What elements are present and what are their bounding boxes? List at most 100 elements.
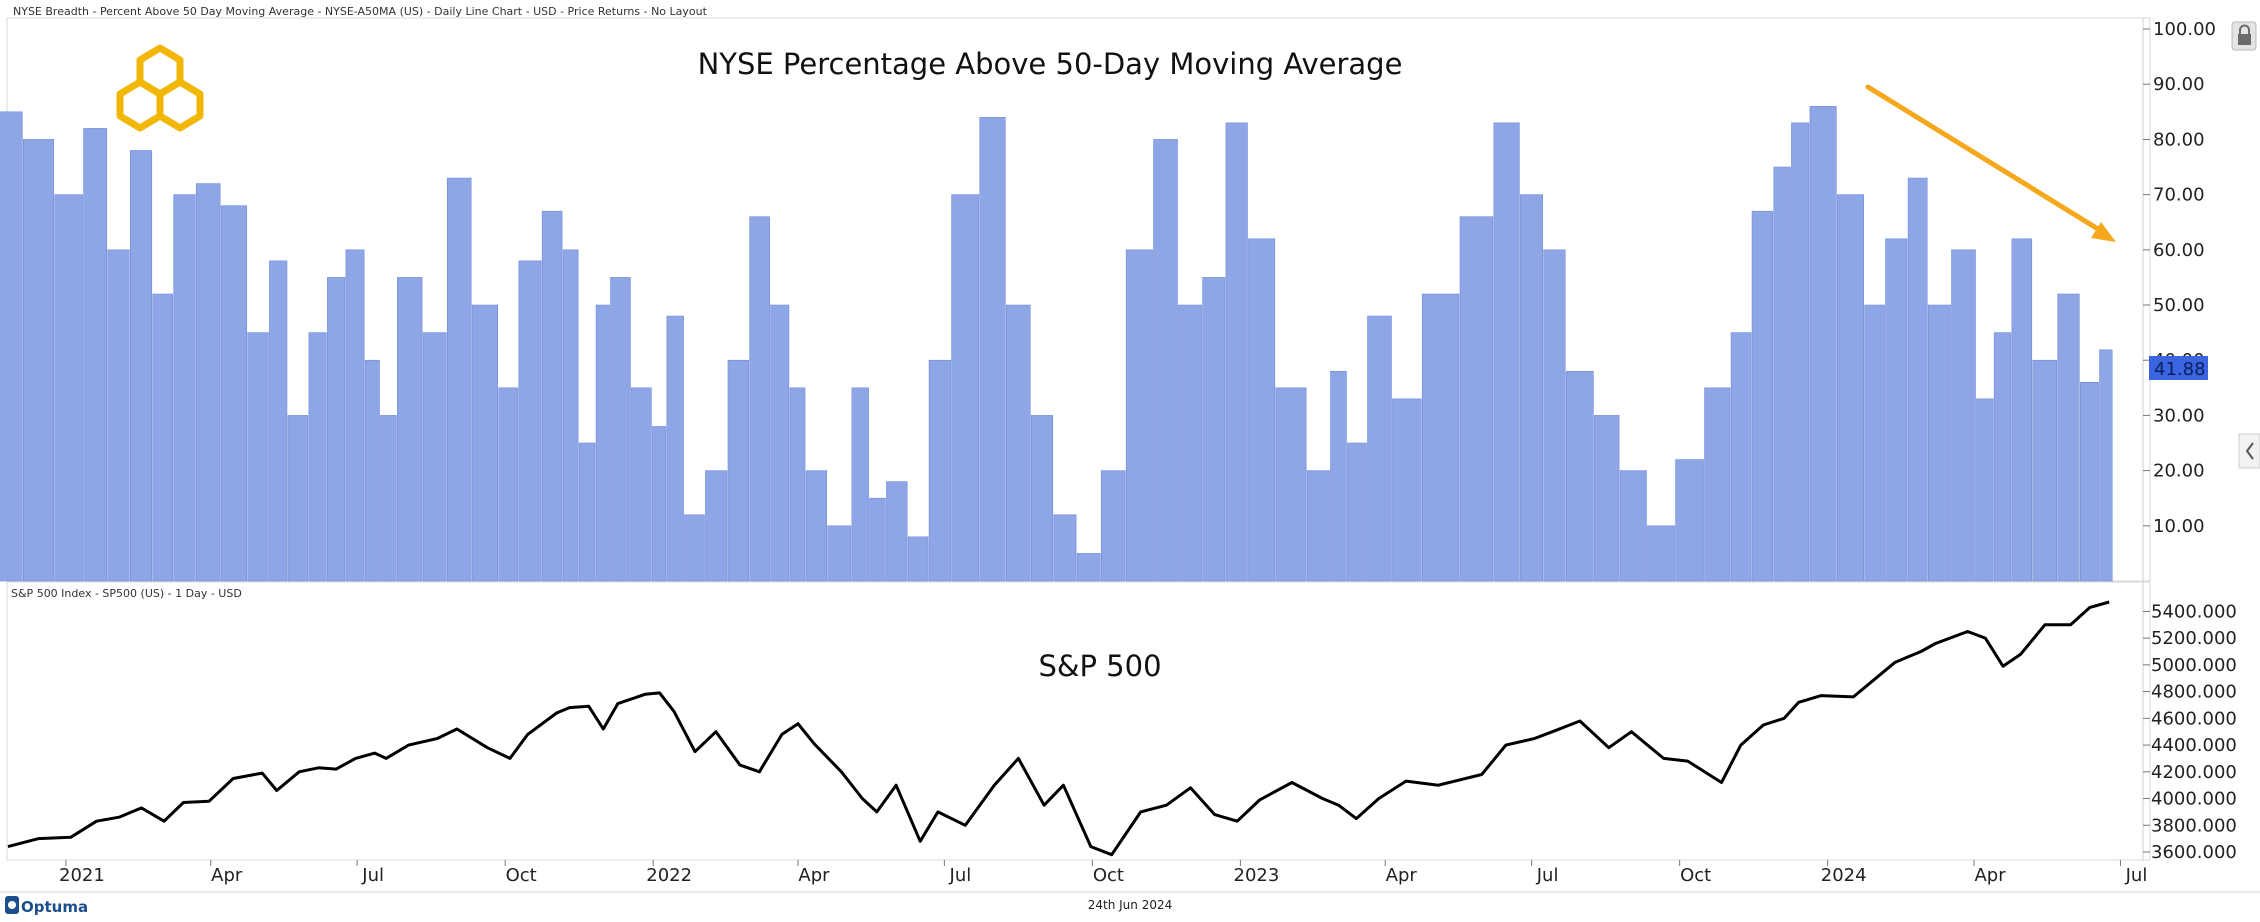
breadth-bar [1248, 238, 1276, 582]
x-tick-label: 2024 [1821, 865, 1867, 886]
x-tick-label: Apr [1386, 865, 1418, 886]
breadth-bar [1275, 387, 1307, 582]
breadth-bar [1125, 249, 1153, 582]
breadth-bar [2057, 293, 2080, 582]
breadth-bar [1885, 238, 1908, 582]
hexagon-rings-logo [116, 44, 204, 132]
top-y-tick-label: 70.00 [2153, 185, 2205, 206]
breadth-bar [1178, 304, 1202, 582]
breadth-bar [578, 442, 596, 582]
breadth-bar [928, 359, 951, 582]
breadth-bar [327, 277, 346, 582]
bottom-y-tick-label: 3800.000 [2151, 815, 2237, 836]
breadth-bar [610, 277, 631, 582]
breadth-bar [727, 359, 749, 582]
breadth-bar [1306, 470, 1330, 582]
bottom-y-tick-label: 3600.000 [2151, 842, 2237, 863]
breadth-bar [83, 128, 108, 582]
x-tick-label: Jul [2125, 865, 2148, 886]
bottom-y-tick-label: 4000.000 [2151, 789, 2237, 810]
bottom-panel-frame [6, 581, 2151, 861]
breadth-bar [195, 183, 221, 582]
breadth-bar [364, 359, 380, 582]
breadth-bar [805, 470, 828, 582]
breadth-bar [951, 194, 980, 582]
svg-text:41.88: 41.88 [2154, 359, 2206, 380]
breadth-bar [1809, 106, 1837, 582]
breadth-bar [1619, 470, 1647, 582]
breadth-bar [1976, 398, 1994, 582]
chevron-left-icon[interactable] [2238, 433, 2260, 469]
bottom-y-tick-label: 4400.000 [2151, 735, 2237, 756]
x-tick-label: Jul [1536, 865, 1559, 886]
bottom-chart-caption: S&P 500 Index - SP500 (US) - 1 Day - USD [11, 587, 242, 600]
breadth-bar [1675, 459, 1704, 582]
breadth-bar [541, 210, 563, 582]
breadth-bar [1053, 514, 1077, 582]
top-y-tick-label: 10.00 [2153, 516, 2205, 537]
breadth-bar [54, 194, 83, 582]
top-y-axis: 10.0020.0030.0040.0050.0060.0070.0080.00… [2143, 19, 2216, 537]
top-chart-title: NYSE Percentage Above 50-Day Moving Aver… [698, 47, 1403, 81]
breadth-bar [1907, 177, 1928, 582]
breadth-bar [907, 536, 929, 582]
breadth-bar [631, 387, 652, 582]
x-tick-label: Apr [1974, 865, 2006, 886]
top-y-tick-label: 20.00 [2153, 461, 2205, 482]
breadth-bar [1202, 277, 1226, 582]
breadth-bar [1993, 332, 2012, 582]
breadth-bar [705, 470, 728, 582]
breadth-bar [173, 194, 196, 582]
breadth-bar [1030, 415, 1054, 582]
breadth-bar [1647, 525, 1675, 582]
breadth-bar [1730, 332, 1752, 582]
top-y-tick-label: 90.00 [2153, 74, 2205, 95]
breadth-bar [2032, 359, 2058, 582]
last-value-badge: 41.88 [2149, 356, 2208, 380]
x-tick-label: Oct [506, 865, 537, 886]
breadth-bar [562, 249, 579, 582]
lock-icon[interactable] [2231, 21, 2257, 51]
breadth-bar [1459, 216, 1494, 582]
breadth-bar [1927, 304, 1951, 582]
breadth-bar [1543, 249, 1566, 582]
x-tick-label: 2023 [1234, 865, 1280, 886]
breadth-bar [22, 139, 54, 582]
breadth-bar [1864, 304, 1885, 582]
x-tick-label: 2022 [646, 865, 692, 886]
breadth-bar [666, 315, 684, 582]
breadth-bar [308, 332, 327, 582]
x-tick-label: 2021 [59, 865, 105, 886]
breadth-bar [152, 293, 174, 582]
bottom-y-tick-label: 4600.000 [2151, 708, 2237, 729]
top-y-tick-label: 50.00 [2153, 295, 2205, 316]
breadth-bar [684, 514, 705, 582]
breadth-bar [498, 387, 519, 582]
sp500-line [7, 600, 2110, 857]
top-y-tick-label: 100.00 [2153, 19, 2216, 40]
breadth-bar [446, 177, 472, 582]
breadth-bar [652, 426, 667, 582]
breadth-bar [287, 415, 309, 582]
brand-name: Optuma [21, 898, 88, 916]
breadth-bar [1392, 398, 1422, 582]
breadth-bar [869, 497, 886, 582]
breadth-bar [397, 277, 423, 582]
breadth-bar [1006, 304, 1031, 582]
breadth-bar [886, 481, 908, 582]
bottom-y-tick-label: 4800.000 [2151, 682, 2237, 703]
breadth-bar [2011, 238, 2033, 582]
bottom-y-tick-label: 4200.000 [2151, 762, 2237, 783]
breadth-bar [1225, 122, 1248, 582]
breadth-bar [1751, 210, 1774, 582]
breadth-bar [749, 216, 770, 582]
breadth-bar [107, 249, 130, 582]
top-y-tick-label: 80.00 [2153, 129, 2205, 150]
breadth-bar [827, 525, 852, 582]
breadth-bar [0, 111, 23, 582]
breadth-bar [1791, 122, 1810, 582]
x-tick-label: Apr [798, 865, 830, 886]
breadth-bar [595, 304, 610, 582]
top-chart-caption: NYSE Breadth - Percent Above 50 Day Movi… [13, 5, 708, 18]
